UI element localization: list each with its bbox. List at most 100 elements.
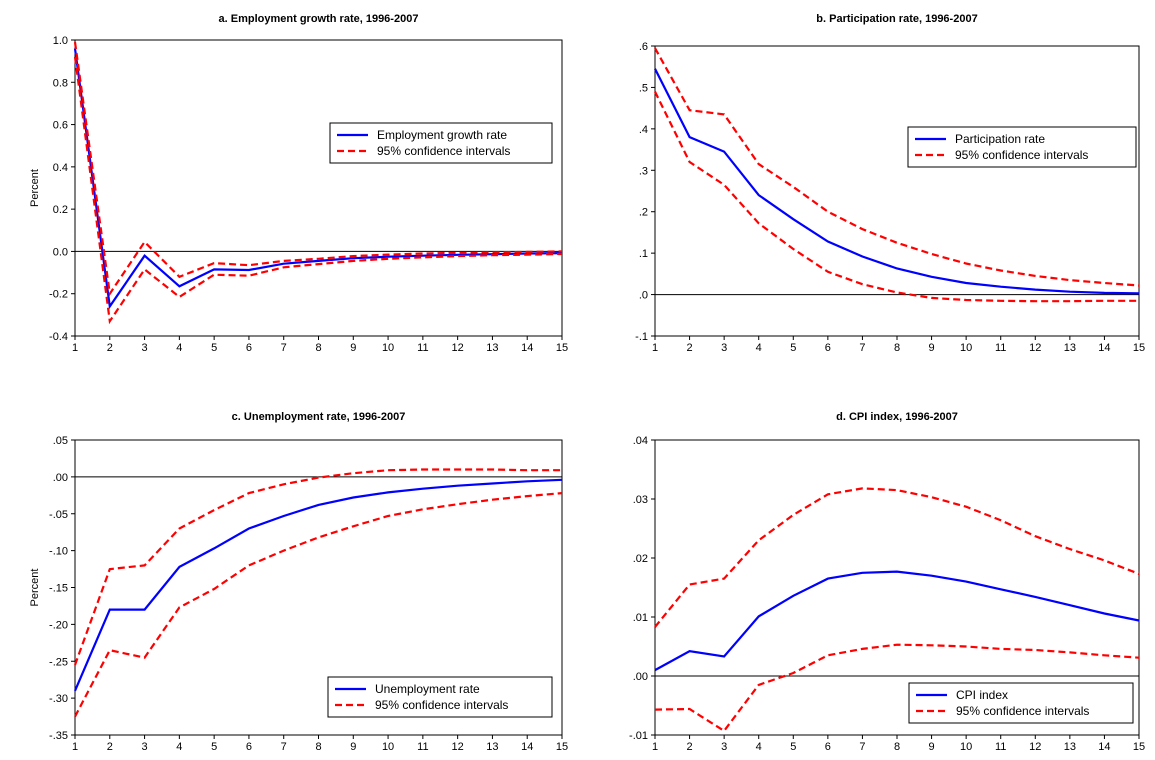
x-tick-label: 2 xyxy=(687,342,693,354)
chart-panel-4: d. CPI index, 1996-2007 -.01 .00 .01 .02 .03.… xyxy=(629,411,1145,753)
series-line-estimate xyxy=(73,478,563,692)
x-tick-label: 1 xyxy=(652,741,658,753)
y-tick-label: 0.4 xyxy=(53,162,68,174)
x-tick-label: 5 xyxy=(790,741,796,753)
legend-box xyxy=(327,676,553,718)
y-tick-label: .5 xyxy=(639,82,648,94)
x-tick-label: 9 xyxy=(350,342,356,354)
chart-title: c. Unemployment rate, 1996-2007 xyxy=(232,411,406,423)
series-line-upper-ci xyxy=(654,487,1140,628)
x-tick-label: 15 xyxy=(556,342,568,354)
x-tick-label: 9 xyxy=(350,741,356,753)
y-tick-label: 0.2 xyxy=(53,204,68,216)
x-tick-label: 4 xyxy=(176,741,182,753)
series-line-lower-ci xyxy=(654,643,1140,733)
series-line-lower-ci xyxy=(73,56,563,325)
x-tick-label: 4 xyxy=(756,342,762,354)
chart-panel-1: a. Employment growth rate, 1996-2007 -0.4… xyxy=(29,13,568,354)
x-tick-label: 12 xyxy=(1029,342,1041,354)
y-axis-label: Percent xyxy=(29,169,41,207)
legend: Participation rate 95% confidence interva… xyxy=(907,126,1137,168)
x-tick-label: 8 xyxy=(894,342,900,354)
x-tick-label: 8 xyxy=(315,741,321,753)
y-tick-label: .01 xyxy=(633,612,648,624)
y-tick-label: -.20 xyxy=(49,619,68,631)
x-tick-label: 12 xyxy=(1029,741,1041,753)
x-tick-label: 13 xyxy=(1064,741,1076,753)
y-tick-label: .03 xyxy=(633,494,648,506)
legend: Employment growth rate 95% confidence int… xyxy=(329,122,553,164)
x-tick-label: 10 xyxy=(960,342,972,354)
x-tick-label: 15 xyxy=(1133,741,1145,753)
y-tick-label: .3 xyxy=(639,165,648,177)
x-tick-label: 3 xyxy=(142,741,148,753)
chart-title: b. Participation rate, 1996-2007 xyxy=(816,13,977,25)
legend: CPI index 95% confidence intervals xyxy=(908,682,1134,724)
x-tick-label: 2 xyxy=(107,342,113,354)
legend-label: Unemployment rate xyxy=(375,682,480,696)
y-tick-label: .6 xyxy=(639,41,648,53)
x-tick-label: 13 xyxy=(486,741,498,753)
x-tick-label: 14 xyxy=(1098,741,1110,753)
y-tick-label: .2 xyxy=(639,207,648,219)
x-tick-label: 9 xyxy=(929,342,935,354)
legend-label: 95% confidence intervals xyxy=(955,148,1088,162)
legend-label: CPI index xyxy=(956,688,1008,702)
y-tick-label: .05 xyxy=(53,435,68,447)
y-tick-label: .0 xyxy=(639,290,648,302)
y-tick-label: -.15 xyxy=(49,583,68,595)
x-tick-label: 5 xyxy=(211,741,217,753)
x-tick-label: 15 xyxy=(556,741,568,753)
series-line-estimate xyxy=(654,68,1140,295)
y-tick-label: .02 xyxy=(633,553,648,565)
series-line-estimate xyxy=(73,48,563,310)
y-tick-label: 0.8 xyxy=(53,77,68,89)
x-tick-label: 11 xyxy=(417,741,428,753)
x-tick-label: 13 xyxy=(486,342,498,354)
x-tick-label: 11 xyxy=(995,342,1006,354)
y-tick-label: .4 xyxy=(639,124,648,136)
x-tick-label: 14 xyxy=(521,342,533,354)
x-tick-label: 10 xyxy=(382,741,394,753)
series-line-upper-ci xyxy=(73,41,563,297)
x-tick-label: 14 xyxy=(1098,342,1110,354)
x-tick-label: 9 xyxy=(929,741,935,753)
x-tick-label: 12 xyxy=(452,342,464,354)
x-tick-label: 4 xyxy=(176,342,182,354)
x-tick-label: 6 xyxy=(246,741,252,753)
x-tick-label: 3 xyxy=(721,342,727,354)
y-tick-label: -0.4 xyxy=(49,331,68,343)
legend-label: Employment growth rate xyxy=(377,128,507,142)
series-line-upper-ci xyxy=(654,47,1140,287)
y-tick-label: -.10 xyxy=(49,546,68,558)
y-tick-label: 1.0 xyxy=(53,35,68,47)
x-tick-label: 10 xyxy=(960,741,972,753)
plot-frame xyxy=(74,39,563,337)
legend-box xyxy=(908,682,1134,724)
legend-box xyxy=(329,122,553,164)
x-tick-label: 6 xyxy=(246,342,252,354)
x-tick-label: 5 xyxy=(211,342,217,354)
legend-box xyxy=(907,126,1137,168)
series-line-estimate xyxy=(654,570,1140,672)
y-tick-label: -.1 xyxy=(635,331,648,343)
x-tick-label: 1 xyxy=(72,342,78,354)
x-tick-label: 7 xyxy=(859,342,865,354)
x-tick-label: 5 xyxy=(790,342,796,354)
x-tick-label: 1 xyxy=(72,741,78,753)
x-tick-label: 3 xyxy=(721,741,727,753)
chart-title: d. CPI index, 1996-2007 xyxy=(836,411,958,423)
y-tick-label: -.01 xyxy=(629,730,648,742)
y-tick-label: 0.6 xyxy=(53,120,68,132)
x-tick-label: 14 xyxy=(521,741,533,753)
y-tick-label: .00 xyxy=(53,472,68,484)
y-tick-label: -0.2 xyxy=(49,289,68,301)
legend-label: 95% confidence intervals xyxy=(375,698,508,712)
x-tick-label: 11 xyxy=(417,342,428,354)
x-tick-label: 2 xyxy=(107,741,113,753)
x-tick-label: 8 xyxy=(894,741,900,753)
x-tick-label: 7 xyxy=(281,342,287,354)
series-line-lower-ci xyxy=(654,91,1139,303)
x-tick-label: 6 xyxy=(825,342,831,354)
